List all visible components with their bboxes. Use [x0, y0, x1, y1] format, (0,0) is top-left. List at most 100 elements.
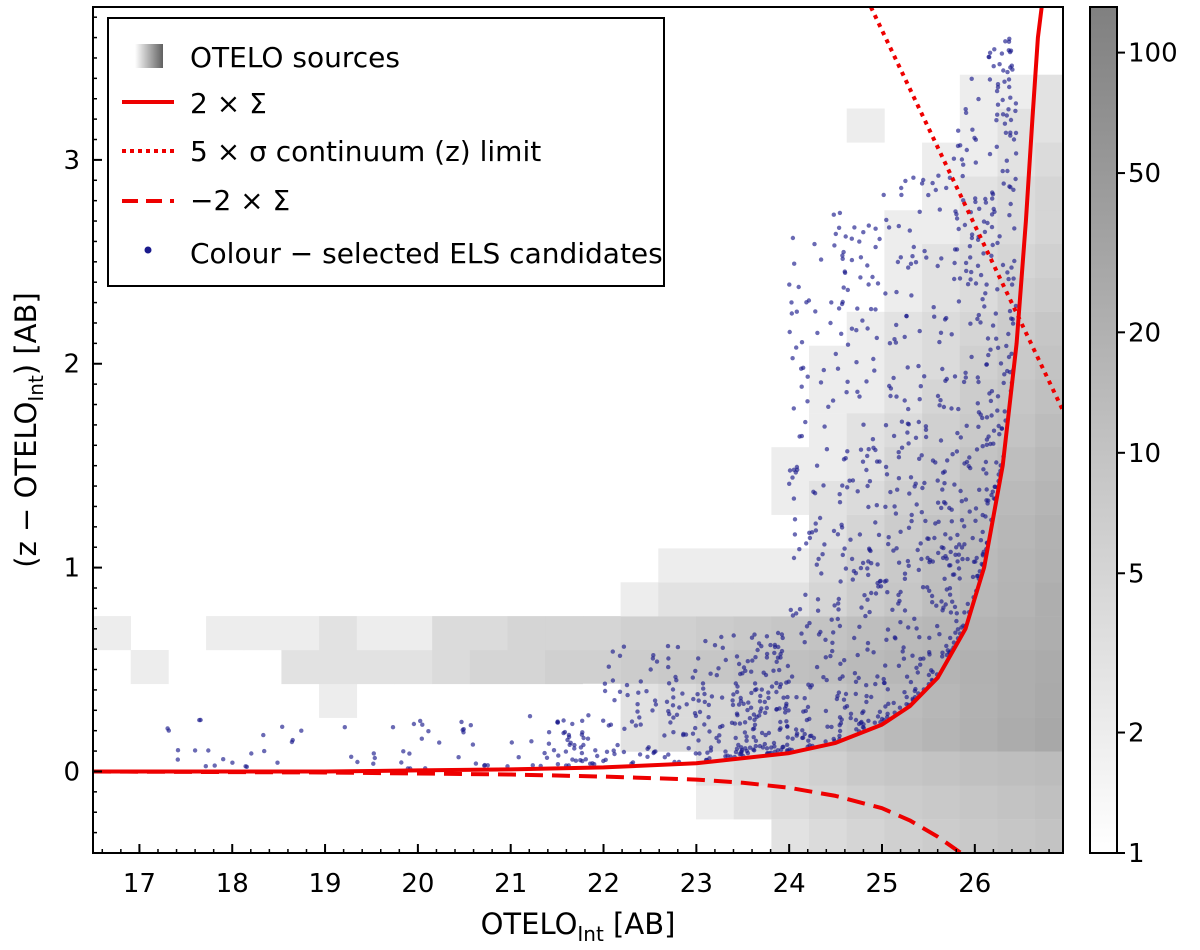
els-candidate-point	[936, 519, 941, 524]
els-candidate-point	[854, 328, 859, 333]
els-candidate-point	[925, 585, 930, 590]
els-candidate-point	[746, 700, 751, 705]
els-candidate-point	[785, 663, 791, 669]
histogram-cell	[733, 650, 772, 685]
els-candidate-point	[697, 709, 703, 715]
els-candidate-point	[772, 744, 777, 749]
histogram-cell	[809, 413, 847, 448]
els-candidate-point	[895, 259, 901, 265]
els-candidate-point	[837, 500, 843, 505]
els-candidate-point	[853, 571, 859, 576]
els-candidate-point	[950, 599, 955, 604]
els-candidate-point	[938, 330, 944, 335]
els-candidate-point	[1003, 39, 1008, 44]
histogram-cell	[696, 582, 734, 617]
els-candidate-point	[952, 374, 958, 379]
els-candidate-point	[751, 726, 757, 731]
els-candidate-point	[831, 212, 836, 217]
els-candidate-point	[898, 589, 903, 595]
els-candidate-point	[573, 758, 579, 763]
els-candidate-point	[787, 481, 792, 486]
els-candidate-point	[909, 512, 914, 518]
els-candidate-point	[945, 648, 950, 653]
els-candidate-point	[840, 483, 845, 488]
els-candidate-point	[839, 331, 844, 336]
els-candidate-point	[845, 449, 850, 454]
els-candidate-point	[230, 760, 235, 765]
els-candidate-point	[701, 686, 706, 691]
els-candidate-point	[960, 173, 965, 179]
els-candidate-point	[736, 702, 742, 707]
els-candidate-point	[986, 498, 991, 503]
els-candidate-point	[967, 509, 972, 514]
els-candidate-point	[206, 748, 211, 753]
els-candidate-point	[944, 376, 949, 382]
els-candidate-point	[781, 695, 786, 700]
els-candidate-point	[978, 272, 984, 278]
els-candidate-point	[960, 556, 965, 562]
els-candidate-point	[407, 751, 412, 756]
els-candidate-point	[719, 695, 725, 700]
els-candidate-point	[983, 200, 989, 205]
els-candidate-point	[1010, 321, 1016, 326]
els-candidate-point	[995, 394, 1001, 399]
histogram-cell	[469, 650, 508, 685]
els-candidate-point	[723, 749, 728, 754]
els-candidate-point	[696, 698, 701, 703]
els-candidate-point	[739, 747, 745, 753]
legend-entry-otelo-sources: OTELO sources	[135, 41, 400, 74]
els-candidate-point	[602, 688, 608, 694]
els-candidate-point	[749, 669, 754, 674]
histogram-cell	[884, 819, 923, 853]
els-candidate-point	[867, 479, 873, 484]
els-candidate-point	[818, 629, 823, 635]
els-candidate-point	[836, 225, 842, 230]
els-candidate-point	[693, 751, 698, 756]
els-candidate-point	[942, 576, 947, 581]
histogram-cell	[545, 650, 584, 685]
els-candidate-point	[1007, 184, 1012, 189]
els-candidate-point	[898, 620, 903, 625]
els-candidate-point	[586, 713, 591, 718]
els-candidate-point	[757, 713, 762, 718]
els-candidate-point	[885, 711, 890, 716]
els-candidate-point	[885, 590, 890, 595]
els-candidate-point	[673, 674, 678, 680]
histogram-cell	[997, 243, 1036, 278]
histogram-cell	[319, 616, 358, 651]
els-candidate-point	[662, 733, 667, 738]
els-candidate-point	[638, 679, 643, 684]
els-candidate-point	[984, 282, 989, 287]
els-candidate-point	[1002, 409, 1007, 414]
els-candidate-point	[650, 656, 656, 661]
els-candidate-point	[766, 690, 771, 695]
els-candidate-point	[992, 209, 997, 214]
els-candidate-point	[957, 576, 962, 581]
els-candidate-point	[751, 735, 756, 740]
els-candidate-point	[797, 547, 802, 552]
els-candidate-point	[757, 699, 763, 704]
els-candidate-point	[886, 535, 891, 540]
els-candidate-point	[1009, 265, 1014, 270]
els-candidate-point	[912, 616, 917, 621]
els-candidate-point	[986, 352, 991, 358]
histogram-cell	[809, 616, 847, 651]
els-candidate-point	[969, 232, 975, 237]
els-candidate-point	[989, 492, 994, 498]
els-candidate-point	[563, 749, 569, 754]
els-candidate-point	[899, 445, 905, 450]
els-candidate-point	[978, 538, 984, 543]
els-candidate-point	[1005, 270, 1010, 275]
els-candidate-point	[593, 748, 598, 753]
els-candidate-point	[952, 482, 957, 487]
histogram-cell	[959, 683, 998, 718]
els-candidate-point	[794, 611, 799, 616]
els-candidate-point	[1001, 380, 1006, 386]
histogram-cell	[733, 785, 772, 820]
els-candidate-point	[456, 755, 461, 760]
els-candidate-point	[1000, 262, 1006, 268]
els-candidate-point	[815, 608, 821, 613]
els-candidate-point	[794, 695, 799, 700]
els-candidate-point	[570, 757, 575, 762]
histogram-cell	[922, 785, 961, 820]
